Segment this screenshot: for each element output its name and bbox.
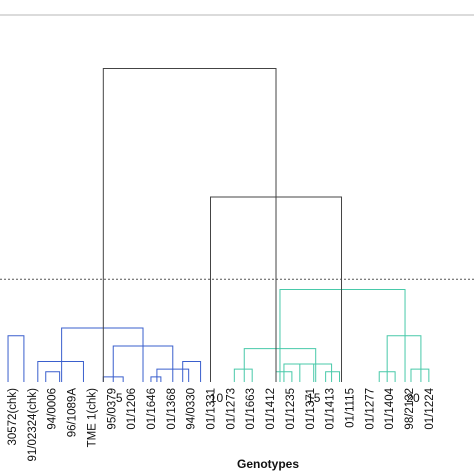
leaf-label: 95/0379: [106, 388, 118, 430]
leaf-label: 01/1663: [245, 388, 257, 430]
leaf-label: 01/1224: [424, 387, 436, 429]
leaf-label: TME 1(chk): [86, 388, 98, 448]
leaf-label: 98/2132: [404, 388, 416, 430]
leaf-label: 01/1115: [344, 388, 356, 428]
dendrogram-branch: [410, 368, 430, 382]
leaf-label: 01/1235: [285, 388, 297, 430]
x-tick-label: 5: [116, 391, 123, 405]
dendrogram-branch: [61, 327, 144, 382]
x-tick-label: 20: [406, 391, 420, 405]
dendrogram-branch: [233, 368, 253, 382]
leaf-label: 01/1646: [146, 388, 158, 430]
dendrogram-branch: [279, 288, 406, 382]
dendrogram-branch: [37, 360, 84, 382]
leaf-label: 96/1089A: [67, 388, 79, 438]
leaf-label: 01/1412: [265, 388, 277, 430]
leaf-label: 94/0006: [47, 388, 59, 430]
leaf-label: 30572(chk): [7, 388, 19, 446]
leaf-label: 01/1368: [166, 388, 178, 430]
leaf-label: 01/1371: [305, 388, 317, 430]
dendrogram-branch: [325, 371, 341, 382]
dendrogram-branch: [45, 371, 61, 382]
leaf-label: 01/1331: [206, 388, 218, 430]
leaf-label: 01/1206: [126, 388, 138, 430]
dendrogram-branch: [182, 360, 202, 382]
leaf-label: 91/02324(chk): [27, 388, 39, 462]
x-tick-label: 10: [210, 391, 224, 405]
leaf-label: 01/1273: [225, 388, 237, 430]
dendrogram-branch: [7, 335, 25, 382]
dendrogram-branch: [283, 363, 315, 382]
dendrogram-branch: [150, 376, 162, 382]
dendrogram-branch: [386, 335, 422, 382]
leaf-label: 01/1277: [364, 388, 376, 430]
x-tick-label: 15: [307, 391, 321, 405]
leaf-label: 94/0330: [186, 388, 198, 430]
x-axis-label: Genotypes: [237, 457, 299, 471]
leaf-label: 01/1413: [325, 388, 337, 430]
leaf-label: 01/1404: [384, 387, 396, 429]
dendrogram-branch: [102, 67, 277, 382]
